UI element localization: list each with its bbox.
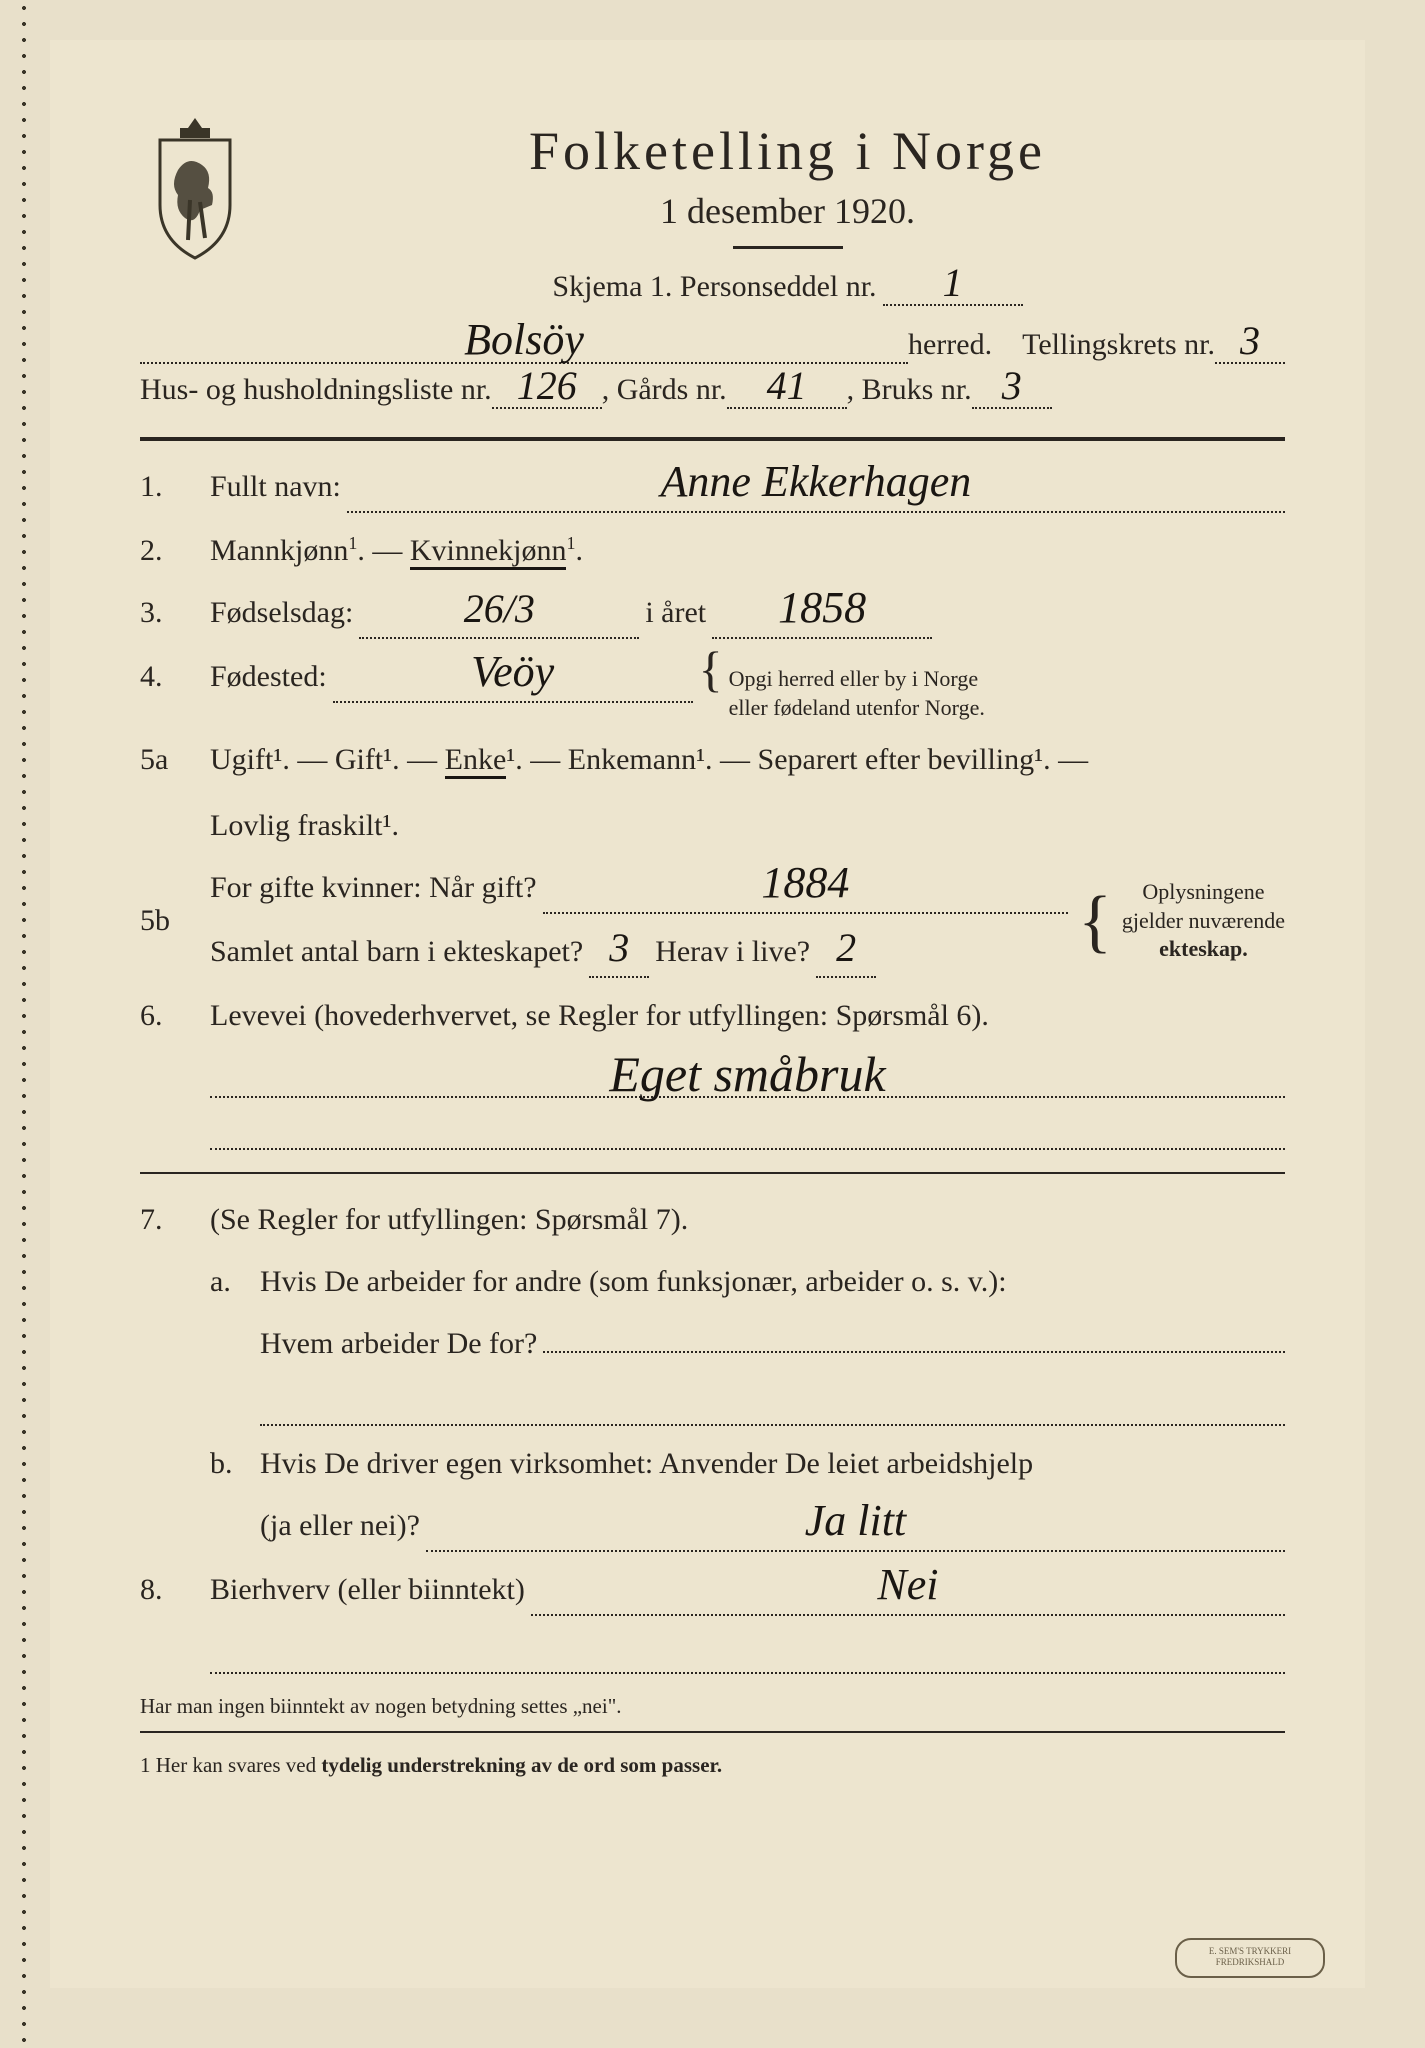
q3-num: 3. <box>140 589 210 637</box>
gards-label: , Gårds nr. <box>602 373 727 407</box>
q6-label: Levevei (hovederhvervet, se Regler for u… <box>210 999 989 1032</box>
q7-row: 7. (Se Regler for utfyllingen: Spørsmål … <box>140 1196 1285 1244</box>
q6-num: 6. <box>140 992 210 1040</box>
q7-num: 7. <box>140 1196 210 1244</box>
q4-note: Opgi herred eller by i Norge eller fødel… <box>729 665 985 722</box>
q8-field: Nei <box>531 1566 1285 1616</box>
tellingskrets-label: Tellingskrets nr. <box>1022 328 1215 362</box>
q1-label: Fullt navn: <box>210 463 341 511</box>
husliste-field: 126 <box>492 370 602 409</box>
q7a-field <box>543 1351 1285 1353</box>
q8-field-2 <box>210 1630 1285 1674</box>
personseddel-nr-field: 1 <box>883 267 1023 306</box>
perforation-edge <box>20 0 28 2048</box>
divider <box>140 437 1285 441</box>
q5b-l2b-label: Herav i live? <box>655 928 810 976</box>
q7a-field-2 <box>260 1382 1285 1426</box>
herred-label: herred. <box>908 328 992 362</box>
husliste-label: Hus- og husholdningsliste nr. <box>140 373 492 407</box>
personseddel-row: Skjema 1. Personseddel nr. 1 <box>290 267 1285 306</box>
q8-row: 8. Bierhverv (eller biinntekt) Nei <box>140 1566 1285 1616</box>
q8-num: 8. <box>140 1566 210 1614</box>
q7a-l2: Hvem arbeider De for? <box>260 1320 537 1368</box>
q7b-row: b. Hvis De driver egen virksomhet: Anven… <box>140 1440 1285 1552</box>
divider-2 <box>140 1172 1285 1174</box>
q7a-num: a. <box>210 1258 260 1306</box>
q6-row: 6. Levevei (hovederhvervet, se Regler fo… <box>140 992 1285 1040</box>
q7a-l1: Hvis De arbeider for andre (som funksjon… <box>260 1258 1285 1306</box>
q4-row: 4. Fødested: Veöy { Opgi herred eller by… <box>140 653 1285 722</box>
q5a-opts: Ugift¹. — Gift¹. — <box>210 743 445 776</box>
q8-label: Bierhverv (eller biinntekt) <box>210 1566 525 1614</box>
tellingskrets-field: 3 <box>1215 325 1285 364</box>
q1-row: 1. Fullt navn: Anne Ekkerhagen <box>140 463 1285 513</box>
q7-label: (Se Regler for utfyllingen: Spørsmål 7). <box>210 1196 1285 1244</box>
gards-field: 41 <box>727 370 847 409</box>
q3-day-field: 26/3 <box>359 589 639 639</box>
q3-year-field: 1858 <box>712 589 932 639</box>
main-title: Folketelling i Norge <box>290 120 1285 182</box>
q5b-l2-label: Samlet antal barn i ekteskapet? <box>210 928 583 976</box>
q6-field: Eget småbruk <box>210 1054 1285 1098</box>
q4-num: 4. <box>140 653 210 701</box>
q2-opt1: Mannkjønn <box>210 534 348 567</box>
q2-row: 2. Mannkjønn1. — Kvinnekjønn1. <box>140 527 1285 575</box>
q7b-num: b. <box>210 1440 260 1488</box>
q2-opt2-selected: Kvinnekjønn <box>410 534 567 570</box>
skjema-label: Skjema 1. Personseddel nr. <box>552 270 876 304</box>
husliste-row: Hus- og husholdningsliste nr. 126 , Gård… <box>140 370 1285 409</box>
footnote-2: 1 Her kan svares ved tydelig understrekn… <box>140 1753 1285 1778</box>
q7b-field: Ja litt <box>426 1502 1285 1552</box>
q5b-row: 5b For gifte kvinner: Når gift? 1884 Sam… <box>140 864 1285 978</box>
q5a-row: 5a Ugift¹. — Gift¹. — Enke¹. — Enkemann¹… <box>140 736 1285 850</box>
q7b-l2: (ja eller nei)? <box>260 1502 420 1550</box>
q5b-note: Oplysningene gjelder nuværende ekteskap. <box>1122 878 1285 964</box>
q5b-children-field: 3 <box>589 928 649 978</box>
q5a-line2: Lovlig fraskilt¹. <box>210 802 1285 850</box>
q2-num: 2. <box>140 527 210 575</box>
herred-row: Bolsöy herred. Tellingskrets nr. 3 <box>140 322 1285 364</box>
census-form-page: Folketelling i Norge 1 desember 1920. Sk… <box>50 40 1365 1988</box>
q7b-l1: Hvis De driver egen virksomhet: Anvender… <box>260 1440 1285 1488</box>
q1-field: Anne Ekkerhagen <box>347 463 1285 513</box>
q4-label: Fødested: <box>210 653 327 701</box>
printer-stamp: E. SEM'S TRYKKERI FREDRIKSHALD <box>1175 1938 1325 1978</box>
herred-field: Bolsöy <box>140 322 908 364</box>
footnote-rule <box>140 1731 1285 1733</box>
q4-field: Veöy <box>333 653 693 703</box>
bruks-field: 3 <box>972 370 1052 409</box>
q6-field-2 <box>210 1106 1285 1150</box>
footnote-1: Har man ingen biinntekt av nogen betydni… <box>140 1694 1285 1719</box>
form-header: Folketelling i Norge 1 desember 1920. Sk… <box>140 110 1285 312</box>
bruks-label: , Bruks nr. <box>847 373 972 407</box>
q5a-num: 5a <box>140 736 210 784</box>
q3-label: Fødselsdag: <box>210 589 353 637</box>
q1-num: 1. <box>140 463 210 511</box>
q3-year-label: i året <box>645 589 706 637</box>
subtitle: 1 desember 1920. <box>290 190 1285 232</box>
title-rule <box>733 246 843 249</box>
q5b-l1-label: For gifte kvinner: Når gift? <box>210 864 537 912</box>
q5b-num: 5b <box>140 897 210 945</box>
coat-of-arms-icon <box>140 110 250 260</box>
q5b-alive-field: 2 <box>816 928 876 978</box>
q5a-enke-selected: Enke <box>445 743 507 779</box>
title-block: Folketelling i Norge 1 desember 1920. Sk… <box>290 110 1285 312</box>
q5b-year-field: 1884 <box>543 864 1069 914</box>
q7a-row: a. Hvis De arbeider for andre (som funks… <box>140 1258 1285 1368</box>
q3-row: 3. Fødselsdag: 26/3 i året 1858 <box>140 589 1285 639</box>
